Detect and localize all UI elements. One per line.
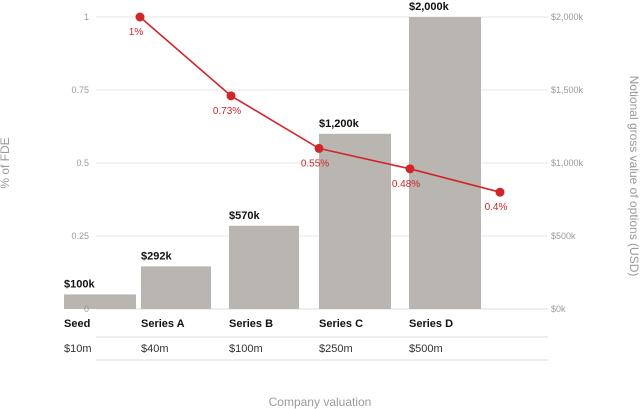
x-axis-title: Company valuation <box>269 395 372 409</box>
line-point <box>405 164 415 174</box>
category-label: Series B <box>229 318 273 330</box>
bar-value-label: $570k <box>229 210 260 222</box>
bar-value-label: $1,200k <box>319 118 360 130</box>
left-tick-label: 0.5 <box>76 158 89 168</box>
bar <box>409 17 481 309</box>
bar-value-labels: $100k $292k $570k $1,200k $2,000k <box>64 1 450 290</box>
percent-line-series: 1% 0.73% 0.55% 0.48% 0.4% <box>129 12 508 213</box>
right-tick-label: $0k <box>551 304 566 314</box>
line-point <box>314 143 324 153</box>
right-axis-title: Notional gross value of options (USD) <box>627 76 640 277</box>
bar <box>141 266 211 309</box>
category-label: Seed <box>64 318 90 330</box>
bar <box>319 133 391 309</box>
line-value-label: 0.4% <box>485 202 508 213</box>
left-axis-title: % of FDE <box>0 137 12 188</box>
bar <box>64 294 136 309</box>
bar <box>229 225 299 309</box>
valuation-label: $250m <box>319 343 353 355</box>
category-label: Series D <box>409 318 453 330</box>
line-value-label: 0.55% <box>301 158 329 169</box>
valuation-label: $40m <box>141 343 169 355</box>
category-label: Series A <box>141 318 185 330</box>
right-axis-ticks: $0k $500k $1,000k $1,500k $2,000k <box>551 12 584 314</box>
category-table: Seed $10m Series A $40m Series B $100m Series … <box>64 318 548 361</box>
right-tick-label: $2,000k <box>551 12 584 22</box>
bars <box>64 17 481 309</box>
line-value-label: 0.73% <box>213 106 241 117</box>
right-tick-label: $500k <box>551 231 576 241</box>
line-point <box>226 91 236 101</box>
line-value-label: 0.48% <box>392 179 420 190</box>
bar-value-label: $100k <box>64 278 95 290</box>
left-axis-ticks: 0 0.25 0.5 0.75 1 <box>71 12 89 314</box>
line-point <box>135 12 145 22</box>
valuation-label: $10m <box>64 343 92 355</box>
right-tick-label: $1,500k <box>551 85 584 95</box>
line-point <box>495 187 505 197</box>
left-tick-label: 0.25 <box>71 231 89 241</box>
valuation-label: $100m <box>229 343 263 355</box>
left-tick-label: 0 <box>84 304 89 314</box>
valuation-label: $500m <box>409 343 443 355</box>
bar-value-label: $292k <box>141 250 172 262</box>
right-tick-label: $1,000k <box>551 158 584 168</box>
left-tick-label: 1 <box>84 12 89 22</box>
bar-value-label: $2,000k <box>409 1 450 13</box>
category-label: Series C <box>319 318 363 330</box>
line-value-label: 1% <box>129 27 144 38</box>
left-tick-label: 0.75 <box>71 85 89 95</box>
